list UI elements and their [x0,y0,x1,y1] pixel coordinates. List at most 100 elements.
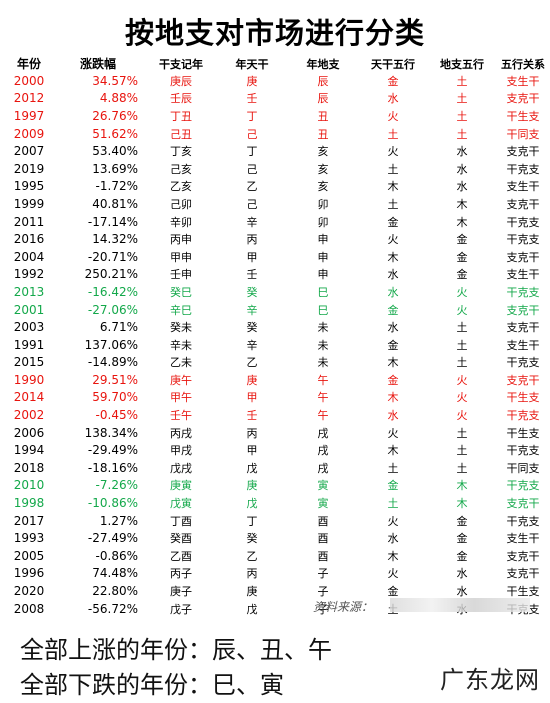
ganzhi-cell: 甲申 [170,250,192,264]
gan-cell: 庚 [246,373,258,387]
ganzhi-cell: 己卯 [170,197,192,211]
zhi-cell: 酉 [317,549,329,563]
relation-cell: 干克支 [506,444,540,458]
gan-cell: 乙 [246,356,258,370]
zhi-cell: 子 [317,567,329,581]
table-row: 2006 138.34% 丙戌丙戌火土干生支 [0,424,550,442]
change-cell: -0.45% [95,408,138,423]
gan-cell: 辛 [246,303,258,317]
gan-wuxing-cell: 火 [387,567,399,581]
zhi-cell: 辰 [317,74,329,88]
gan-wuxing-cell: 土 [387,127,399,141]
zhi-cell: 卯 [317,197,329,211]
header-ganzhi: 干支记年 [159,57,203,71]
year-cell: 2013 [13,284,45,299]
year-cell: 1991 [13,337,45,352]
zhi-cell: 寅 [317,479,329,493]
gan-cell: 庚 [246,479,258,493]
gan-wuxing-cell: 金 [387,338,399,352]
table-row: 1994 -29.49% 甲戌甲戌木土干克支 [0,441,550,459]
relation-cell: 支克干 [506,373,540,387]
year-cell: 2002 [13,408,45,423]
change-cell: -27.06% [87,302,138,317]
change-cell: -7.26% [95,478,138,493]
ganzhi-cell: 壬辰 [170,92,192,106]
table-row: 2012 4.88% 壬辰壬辰水土支克干 [0,90,550,108]
zhi-cell: 寅 [317,497,329,511]
year-cell: 1997 [13,108,45,123]
zhi-cell: 戌 [317,444,329,458]
table-row: 2010 -7.26% 庚寅庚寅金木干克支 [0,477,550,495]
table-row: 2001 -27.06% 辛巳辛巳金火支克干 [0,301,550,319]
header-zhi-wuxing: 地支五行 [440,57,484,71]
ganzhi-cell: 乙酉 [170,549,192,563]
relation-cell: 支克干 [506,497,540,511]
change-cell: 4.88% [99,91,138,106]
zhi-cell: 丑 [317,109,329,123]
table-row: 2018 -18.16% 戊戌戊戌土土干同支 [0,459,550,477]
gan-wuxing-cell: 水 [387,321,399,335]
table-row: 1997 26.76% 丁丑丁丑火土干生支 [0,107,550,125]
relation-cell: 干生支 [506,391,540,405]
zhi-cell: 辰 [317,92,329,106]
zhi-cell: 戌 [317,461,329,475]
zhi-cell: 亥 [317,180,329,194]
relation-cell: 干同支 [506,461,540,475]
header-zhi: 年地支 [306,57,340,71]
relation-cell: 支生干 [506,180,540,194]
gan-cell: 戊 [246,461,258,475]
year-cell: 2012 [13,91,45,106]
zhi-wuxing-cell: 土 [456,74,468,88]
zhi-wuxing-cell: 金 [456,268,468,282]
gan-cell: 戊 [246,602,258,616]
zhi-wuxing-cell: 火 [456,285,468,299]
gan-wuxing-cell: 火 [387,233,399,247]
gan-wuxing-cell: 水 [387,92,399,106]
zhi-wuxing-cell: 水 [456,180,468,194]
gan-cell: 癸 [246,321,258,335]
table-row: 2002 -0.45% 壬午壬午水火干克支 [0,406,550,424]
zhi-cell: 巳 [317,285,329,299]
table-row: 2000 34.57% 庚辰庚辰金土支生干 [0,72,550,90]
table-row: 2011 -17.14% 辛卯辛卯金木干克支 [0,213,550,231]
summary-up: 全部上涨的年份：辰、丑、午 [20,636,332,664]
year-cell: 2018 [13,460,45,475]
gan-wuxing-cell: 火 [387,426,399,440]
table-row: 2020 22.80% 庚子庚子金水干生支 [0,582,550,600]
gan-wuxing-cell: 土 [387,162,399,176]
change-cell: -29.49% [87,443,138,458]
gan-cell: 丙 [246,233,258,247]
zhi-cell: 亥 [317,145,329,159]
relation-cell: 支克干 [506,549,540,563]
gan-cell: 壬 [246,409,258,423]
relation-cell: 干克支 [506,479,540,493]
year-cell: 2011 [13,214,45,229]
relation-cell: 支克干 [506,92,540,106]
ganzhi-cell: 丁丑 [170,109,192,123]
ganzhi-cell: 癸巳 [170,285,192,299]
gan-wuxing-cell: 木 [387,549,399,563]
year-cell: 2014 [13,390,45,405]
table-row: 1993 -27.49% 癸酉癸酉水金支生干 [0,529,550,547]
gan-wuxing-cell: 金 [387,373,399,387]
change-cell: 250.21% [84,267,138,282]
year-cell: 2008 [13,601,45,616]
zhi-wuxing-cell: 火 [456,409,468,423]
watermark-text: 广东龙网 [440,666,540,694]
change-cell: -14.89% [87,355,138,370]
gan-wuxing-cell: 木 [387,444,399,458]
ganzhi-cell: 戊寅 [170,497,192,511]
zhi-wuxing-cell: 金 [456,514,468,528]
change-cell: 59.70% [92,390,138,405]
ganzhi-cell: 己亥 [170,162,192,176]
relation-cell: 干克支 [506,162,540,176]
zhi-cell: 亥 [317,162,329,176]
relation-cell: 干生支 [506,109,540,123]
ganzhi-cell: 乙未 [170,356,192,370]
relation-cell: 支克干 [506,303,540,317]
ganzhi-cell: 庚辰 [170,74,192,88]
year-cell: 1998 [13,496,45,511]
gan-cell: 丙 [246,426,258,440]
zhi-wuxing-cell: 火 [456,303,468,317]
zhi-wuxing-cell: 金 [456,233,468,247]
